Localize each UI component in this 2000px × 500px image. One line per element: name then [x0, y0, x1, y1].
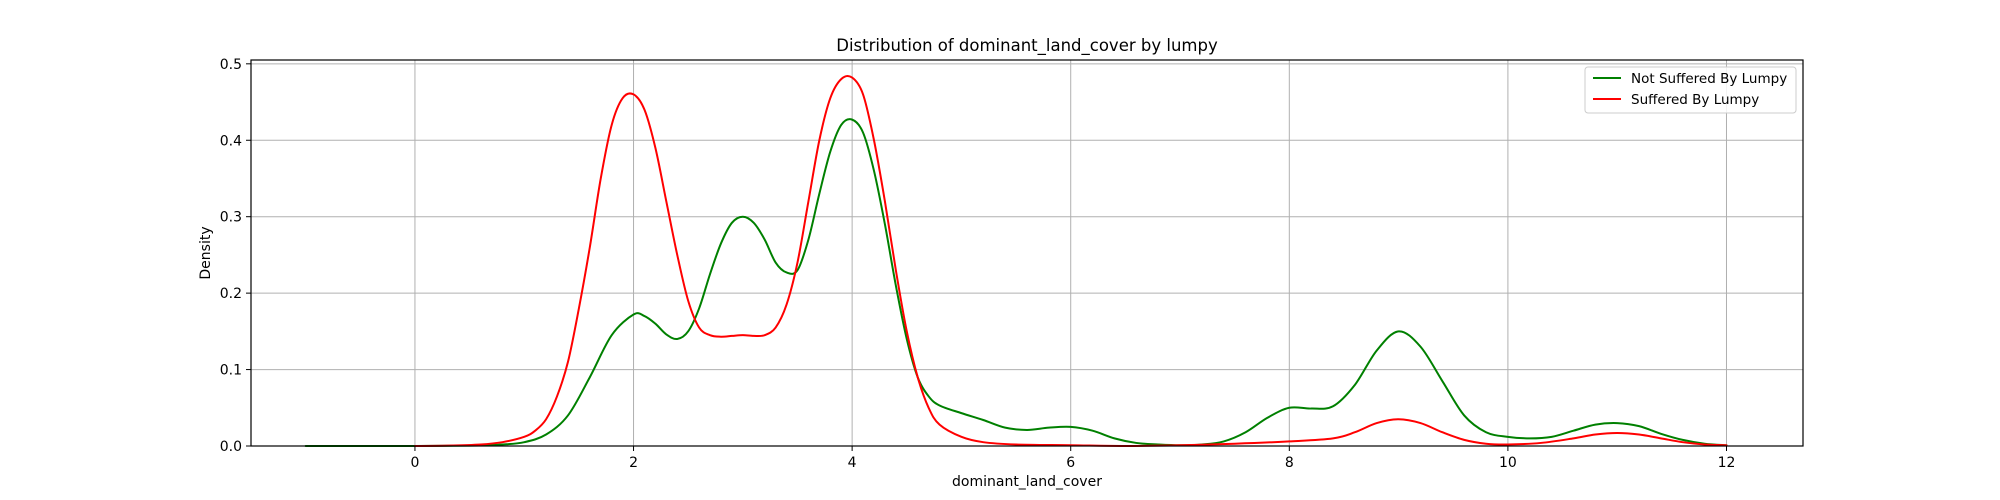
- x-tick-label: 6: [1066, 455, 1075, 471]
- series-line-not-suffered-by-lumpy: [304, 118, 1728, 448]
- series-line-suffered-by-lumpy: [413, 75, 1728, 447]
- legend: Not Suffered By Lumpy Suffered By Lumpy: [1584, 66, 1797, 114]
- legend-label: Suffered By Lumpy: [1631, 92, 1759, 108]
- series-lines: [304, 75, 1728, 448]
- x-tick-label: 0: [410, 455, 419, 471]
- plot-frame: [250, 59, 1804, 447]
- x-tick-label: 12: [1718, 455, 1736, 471]
- y-tick-label: 0.1: [220, 363, 242, 379]
- y-tick-label: 0.0: [220, 439, 242, 455]
- x-tick-label: 10: [1499, 455, 1517, 471]
- y-axis-title: Density: [198, 226, 214, 279]
- legend-label: Not Suffered By Lumpy: [1631, 71, 1787, 87]
- x-tick-label: 2: [629, 455, 638, 471]
- legend-box: [1584, 66, 1797, 114]
- y-axis: 0.0 0.1 0.2 0.3 0.4 0.5: [220, 57, 251, 455]
- y-tick-label: 0.2: [220, 286, 242, 302]
- grid: [251, 60, 1803, 447]
- x-tick-label: 8: [1285, 455, 1294, 471]
- x-axis-title: dominant_land_cover: [952, 474, 1102, 490]
- y-tick-label: 0.5: [220, 57, 242, 73]
- x-axis: 0 2 4 6 8 10 12: [410, 446, 1735, 471]
- x-tick-label: 4: [848, 455, 857, 471]
- y-tick-label: 0.4: [220, 133, 242, 149]
- y-tick-label: 0.3: [220, 210, 242, 226]
- chart-title: Distribution of dominant_land_cover by l…: [836, 36, 1218, 56]
